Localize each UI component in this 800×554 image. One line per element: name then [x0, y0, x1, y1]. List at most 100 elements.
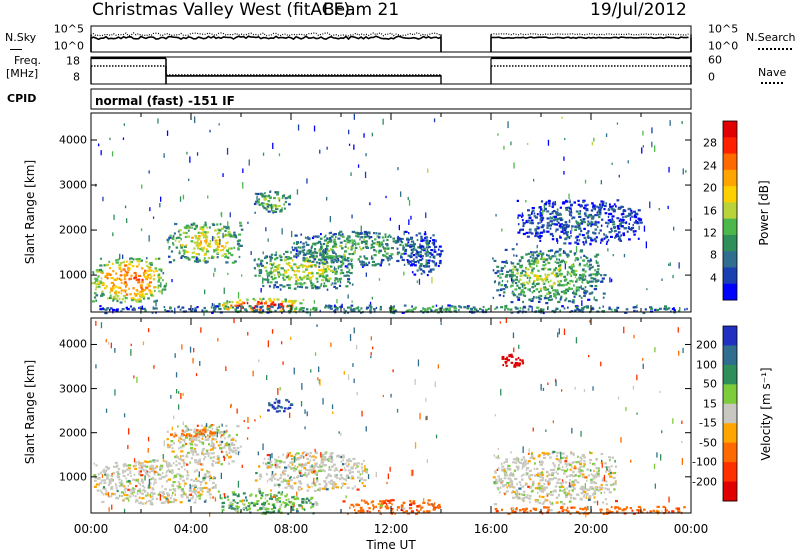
power-echo-cell — [347, 270, 350, 273]
power-colorbar-swatch — [723, 169, 737, 187]
power-echo-cell — [388, 306, 392, 309]
power-echo-cell — [501, 260, 504, 264]
power-echo-cell — [603, 233, 605, 236]
velocity-echo-cell — [176, 485, 180, 488]
velocity-echo-cell — [553, 489, 557, 492]
velocity-echo-cell — [177, 425, 179, 428]
power-scatter-cell — [218, 123, 220, 126]
power-echo-cell — [394, 241, 398, 244]
power-echo-cell — [368, 261, 371, 264]
power-echo-cell — [163, 284, 167, 287]
velocity-echo-cell — [585, 496, 588, 499]
velocity-echo-cell — [497, 475, 500, 478]
power-echo-cell — [593, 232, 597, 235]
power-scatter-cell — [227, 221, 229, 227]
velocity-echo-cell — [338, 455, 341, 458]
power-echo-cell — [600, 274, 603, 277]
power-echo-cell — [132, 258, 135, 261]
power-echo-cell — [304, 282, 307, 285]
velocity-echo-cell — [282, 501, 285, 504]
power-echo-cell — [141, 292, 144, 295]
power-echo-cell — [585, 256, 587, 259]
power-echo-cell — [120, 289, 124, 292]
velocity-echo-cell — [301, 506, 303, 509]
power-echo-cell — [409, 264, 413, 267]
power-echo-cell — [371, 246, 375, 249]
power-echo-cell — [336, 308, 339, 311]
velocity-echo-cell — [322, 457, 326, 460]
velocity-echo-cell — [189, 488, 191, 491]
power-echo-cell — [503, 291, 506, 294]
power-echo-cell — [622, 212, 625, 215]
power-echo-cell — [282, 305, 285, 308]
velocity-echo-cell — [102, 486, 105, 489]
power-echo-cell — [261, 193, 264, 196]
power-echo-cell — [327, 241, 329, 244]
power-echo-cell — [572, 301, 575, 304]
power-echo-cell — [211, 255, 214, 258]
power-echo-cell — [400, 254, 402, 257]
velocity-echo-cell — [556, 451, 559, 454]
power-echo-cell — [273, 284, 277, 287]
power-echo-cell — [633, 230, 635, 233]
power-scatter-cell — [209, 129, 211, 133]
power-echo-cell — [177, 236, 181, 239]
power-echo-cell — [583, 254, 586, 257]
power-echo-cell — [502, 288, 506, 291]
power-echo-cell — [207, 245, 210, 248]
power-echo-cell — [522, 294, 525, 297]
power-echo-cell — [632, 306, 636, 309]
velocity-echo-cell — [190, 449, 194, 452]
velocity-echo-cell — [534, 474, 537, 477]
velocity-echo-cell — [285, 498, 288, 501]
power-echo-cell — [336, 255, 339, 258]
power-echo-cell — [526, 274, 530, 277]
velocity-echo-cell — [497, 488, 500, 491]
power-echo-cell — [594, 228, 598, 231]
power-echo-cell — [570, 214, 573, 217]
nsky-legend-line — [10, 49, 22, 50]
power-scatter-cell — [552, 201, 554, 208]
power-echo-cell — [166, 238, 169, 242]
power-echo-cell — [225, 302, 229, 305]
velocity-echo-cell — [570, 452, 573, 455]
velocity-echo-cell — [522, 493, 526, 496]
power-scatter-cell — [203, 309, 205, 316]
power-echo-cell — [549, 233, 553, 236]
velocity-echo-cell — [201, 441, 205, 444]
power-scatter-cell — [681, 121, 683, 125]
power-scatter-cell — [306, 178, 308, 184]
power-echo-cell — [265, 269, 268, 272]
power-echo-cell — [616, 309, 618, 312]
power-echo-cell — [412, 254, 416, 257]
power-echo-cell — [420, 272, 423, 275]
velocity-echo-cell — [262, 462, 265, 465]
power-echo-cell — [199, 226, 202, 229]
power-echo-cell — [577, 258, 580, 261]
velocity-echo-cell — [261, 512, 265, 515]
velocity-echo-cell — [201, 437, 204, 440]
velocity-echo-cell — [278, 399, 281, 402]
velocity-echo-cell — [592, 488, 595, 491]
velocity-echo-cell — [342, 454, 345, 457]
power-echo-cell — [143, 274, 145, 277]
power-echo-cell — [260, 259, 264, 262]
power-echo-cell — [529, 255, 532, 259]
power-echo-cell — [419, 258, 423, 262]
velocity-echo-cell — [297, 485, 302, 489]
power-echo-cell — [287, 263, 290, 266]
power-echo-cell — [199, 240, 202, 243]
power-scatter-cell — [682, 168, 684, 175]
power-echo-cell — [146, 283, 150, 286]
velocity-echo-cell — [203, 500, 207, 503]
power-scatter-cell — [111, 151, 114, 157]
power-echo-cell — [578, 289, 580, 292]
power-echo-cell — [553, 292, 556, 295]
velocity-echo-cell — [570, 483, 573, 486]
power-echo-cell — [596, 211, 598, 214]
velocity-echo-cell — [546, 494, 549, 497]
velocity-echo-cell — [122, 474, 126, 478]
velocity-echo-cell — [568, 474, 571, 477]
power-echo-cell — [525, 272, 528, 275]
power-echo-cell — [277, 271, 281, 274]
